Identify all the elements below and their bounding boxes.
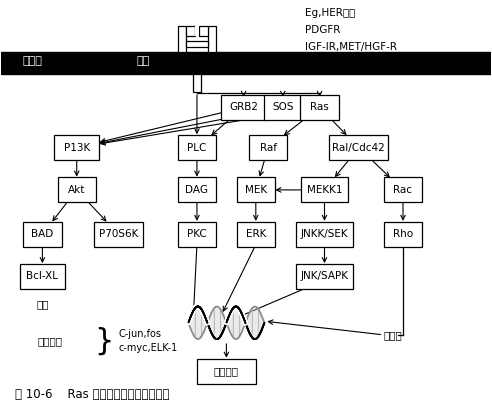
Text: IGF-IR,MET/HGF-R: IGF-IR,MET/HGF-R — [305, 42, 397, 52]
Text: }: } — [94, 326, 114, 356]
FancyBboxPatch shape — [249, 135, 287, 160]
Bar — [186, 41, 208, 47]
FancyBboxPatch shape — [178, 135, 216, 160]
Text: 图 10-6    Ras 及其相关信号通路示意图: 图 10-6 Ras 及其相关信号通路示意图 — [15, 388, 170, 401]
Text: BAD: BAD — [31, 229, 54, 239]
Text: JNK/SAPK: JNK/SAPK — [301, 271, 348, 282]
Text: P70S6K: P70S6K — [99, 229, 138, 239]
Text: 受体: 受体 — [136, 57, 150, 67]
FancyBboxPatch shape — [94, 222, 143, 247]
Text: PKC: PKC — [187, 229, 207, 239]
FancyBboxPatch shape — [221, 95, 266, 120]
Text: MEK: MEK — [245, 185, 267, 195]
FancyBboxPatch shape — [330, 135, 388, 160]
Text: Ras: Ras — [310, 102, 329, 112]
FancyBboxPatch shape — [296, 264, 353, 289]
Text: ERK: ERK — [246, 229, 266, 239]
FancyBboxPatch shape — [384, 177, 422, 202]
FancyBboxPatch shape — [384, 222, 422, 247]
Bar — [186, 26, 195, 36]
FancyBboxPatch shape — [58, 177, 96, 202]
FancyBboxPatch shape — [301, 95, 338, 120]
Text: DAG: DAG — [185, 185, 209, 195]
FancyBboxPatch shape — [264, 95, 302, 120]
Text: GRB2: GRB2 — [229, 102, 258, 112]
Text: Rho: Rho — [393, 229, 413, 239]
Text: 细胞反应: 细胞反应 — [214, 366, 239, 376]
Text: 转录因子: 转录因子 — [37, 336, 62, 346]
Text: C-jun,fos
c-myc,ELK-1: C-jun,fos c-myc,ELK-1 — [119, 329, 178, 353]
Bar — [208, 26, 215, 52]
FancyBboxPatch shape — [178, 177, 216, 202]
FancyBboxPatch shape — [296, 222, 353, 247]
Bar — [178, 26, 186, 52]
Text: 凋亡: 凋亡 — [36, 300, 49, 309]
Text: Akt: Akt — [68, 185, 86, 195]
FancyBboxPatch shape — [23, 222, 62, 247]
Text: Bcl-XL: Bcl-XL — [27, 271, 59, 282]
Text: SOS: SOS — [272, 102, 294, 112]
Bar — [195, 26, 199, 36]
Bar — [193, 74, 201, 92]
Text: Ral/Cdc42: Ral/Cdc42 — [333, 143, 385, 153]
FancyBboxPatch shape — [301, 177, 348, 202]
Text: 细胞膜: 细胞膜 — [23, 57, 42, 67]
Text: P13K: P13K — [63, 143, 90, 153]
FancyBboxPatch shape — [237, 222, 275, 247]
Text: JNKK/SEK: JNKK/SEK — [301, 229, 348, 239]
Text: 核转录: 核转录 — [384, 330, 402, 340]
Text: MEKK1: MEKK1 — [307, 185, 342, 195]
FancyBboxPatch shape — [197, 359, 256, 383]
Bar — [0, 52, 492, 74]
FancyBboxPatch shape — [178, 222, 216, 247]
Bar — [199, 26, 208, 36]
Text: Raf: Raf — [260, 143, 277, 153]
Text: Eg,HER家族: Eg,HER家族 — [305, 8, 355, 18]
Text: PLC: PLC — [187, 143, 207, 153]
FancyBboxPatch shape — [54, 135, 99, 160]
FancyBboxPatch shape — [237, 177, 275, 202]
Text: PDGFR: PDGFR — [305, 25, 340, 35]
Text: Rac: Rac — [394, 185, 412, 195]
FancyBboxPatch shape — [20, 264, 65, 289]
